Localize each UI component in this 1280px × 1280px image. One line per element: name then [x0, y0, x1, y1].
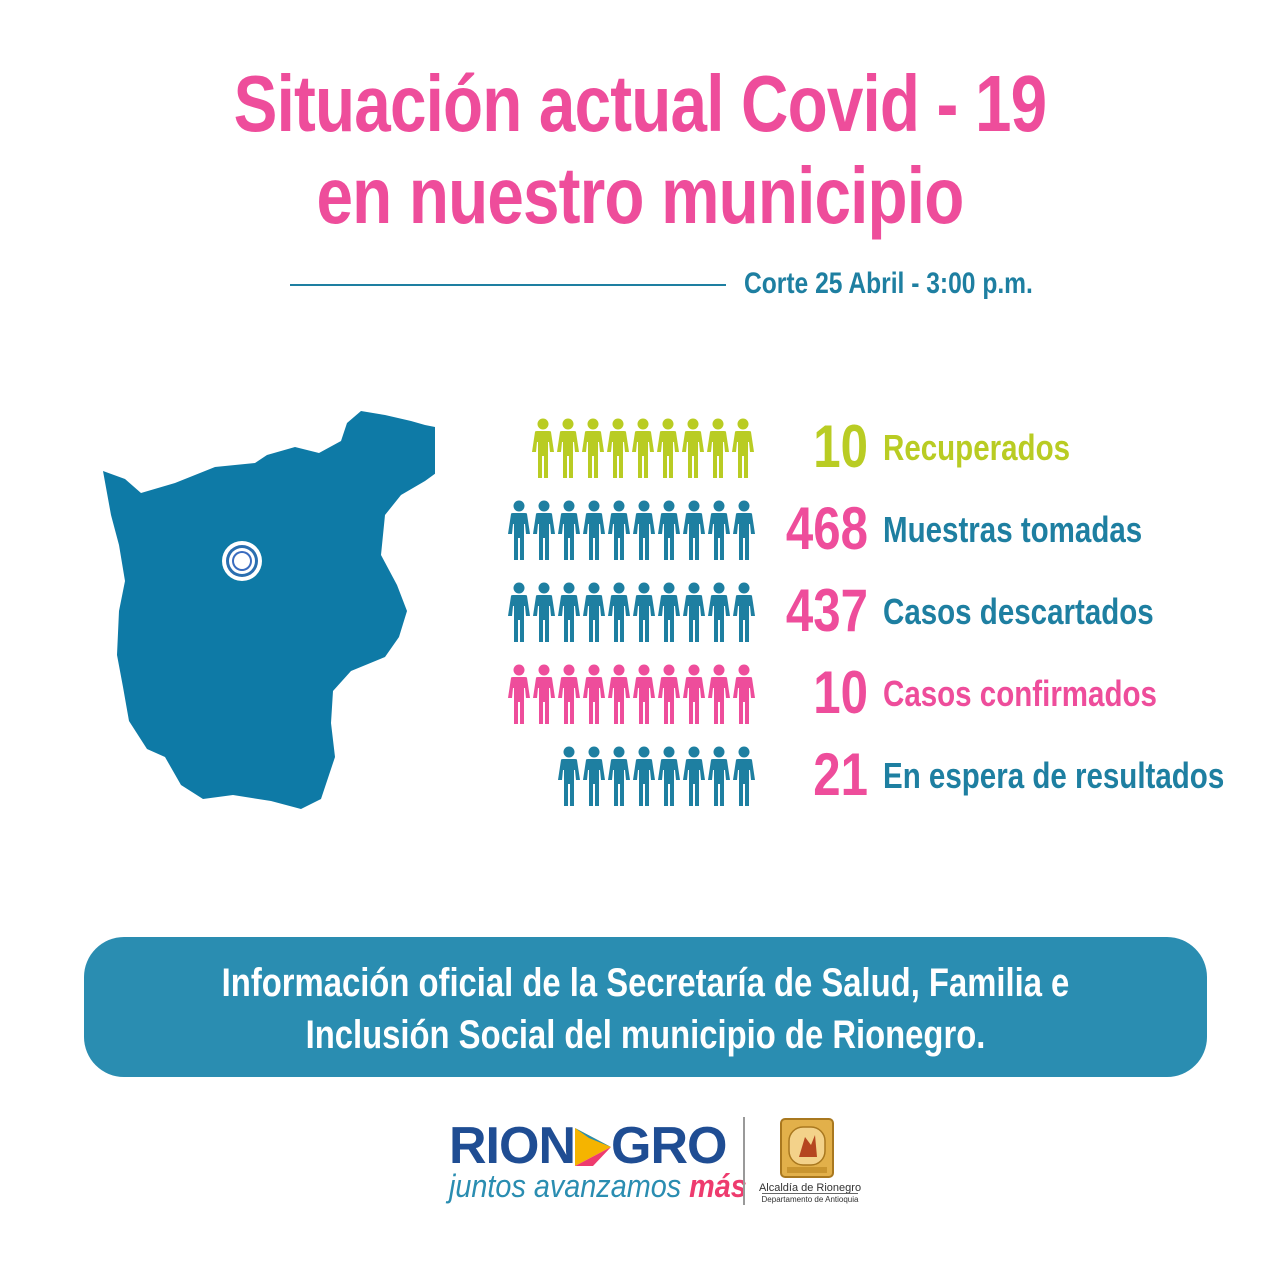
person-icon	[633, 664, 655, 724]
person-icon	[683, 500, 705, 560]
people-icons	[508, 500, 755, 560]
person-icon	[633, 746, 655, 806]
cutoff-date: Corte 25 Abril - 3:00 p.m.	[744, 267, 1033, 300]
banner-text: Información oficial de la Secretaría de …	[185, 957, 1106, 1061]
person-icon	[583, 500, 605, 560]
person-icon	[533, 500, 555, 560]
footer-divider	[743, 1117, 745, 1205]
person-icon	[532, 418, 554, 478]
person-icon	[657, 418, 679, 478]
people-icons	[532, 418, 754, 478]
person-icon	[733, 582, 755, 642]
person-icon	[608, 664, 630, 724]
logo-text-right: GRO	[611, 1117, 727, 1175]
title-line-2: en nuestro municipio	[316, 151, 965, 240]
person-icon	[733, 746, 755, 806]
person-icon	[708, 582, 730, 642]
people-icons	[508, 664, 755, 724]
banner-line-2: Inclusión Social del municipio de Rioneg…	[305, 1013, 986, 1057]
person-icon	[732, 418, 754, 478]
person-icon	[632, 418, 654, 478]
slogan: juntos avanzamos más	[449, 1168, 747, 1204]
municipality-shape	[103, 411, 435, 809]
cutoff-divider	[290, 284, 726, 286]
person-icon	[607, 418, 629, 478]
play-triangle-icon	[575, 1128, 611, 1166]
person-icon	[683, 582, 705, 642]
person-icon	[508, 500, 530, 560]
municipality-map	[103, 411, 435, 809]
person-icon	[558, 746, 580, 806]
person-icon	[533, 582, 555, 642]
person-icon	[582, 418, 604, 478]
person-icon	[608, 582, 630, 642]
person-icon	[708, 664, 730, 724]
person-icon	[508, 582, 530, 642]
person-icon	[633, 500, 655, 560]
rionegro-logo: RION GRO	[449, 1117, 727, 1175]
seal-caption: Alcaldía de Rionegro	[758, 1182, 862, 1194]
person-icon	[558, 664, 580, 724]
person-icon	[633, 582, 655, 642]
person-icon	[583, 746, 605, 806]
location-ring-icon	[222, 541, 262, 581]
person-icon	[658, 500, 680, 560]
person-icon	[708, 746, 730, 806]
person-icon	[608, 746, 630, 806]
coat-of-arms-icon	[780, 1118, 834, 1178]
seal-subcaption: Departamento de Antioquia	[761, 1193, 859, 1204]
person-icon	[583, 664, 605, 724]
person-icon	[557, 418, 579, 478]
stat-value: 21	[813, 741, 868, 808]
person-icon	[683, 746, 705, 806]
person-icon	[733, 500, 755, 560]
stat-label: Casos confirmados	[883, 673, 1157, 714]
person-icon	[558, 582, 580, 642]
people-icons	[558, 746, 755, 806]
person-icon	[683, 664, 705, 724]
stat-value: 10	[813, 413, 868, 480]
person-icon	[658, 582, 680, 642]
person-icon	[583, 582, 605, 642]
person-icon	[608, 500, 630, 560]
person-icon	[508, 664, 530, 724]
stat-label: Muestras tomadas	[883, 509, 1143, 550]
stat-label: En espera de resultados	[883, 755, 1225, 796]
banner-line-1: Información oficial de la Secretaría de …	[221, 961, 1070, 1005]
stat-value: 437	[785, 577, 868, 644]
slogan-accent: más	[689, 1168, 747, 1204]
person-icon	[658, 664, 680, 724]
official-info-banner: Información oficial de la Secretaría de …	[84, 937, 1207, 1077]
person-icon	[533, 664, 555, 724]
people-icons	[508, 582, 755, 642]
logo-text-left: RION	[449, 1117, 576, 1175]
stat-label: Casos descartados	[883, 591, 1154, 632]
slogan-text: juntos avanzamos	[449, 1168, 682, 1204]
person-icon	[707, 418, 729, 478]
person-icon	[708, 500, 730, 560]
person-icon	[733, 664, 755, 724]
page-title: Situación actual Covid - 19 en nuestro m…	[115, 58, 1165, 242]
person-icon	[682, 418, 704, 478]
person-icon	[658, 746, 680, 806]
person-icon	[558, 500, 580, 560]
stat-value: 10	[813, 659, 868, 726]
stat-value: 468	[785, 495, 868, 562]
title-line-1: Situación actual Covid - 19	[233, 59, 1047, 148]
stat-label: Recuperados	[883, 427, 1071, 468]
